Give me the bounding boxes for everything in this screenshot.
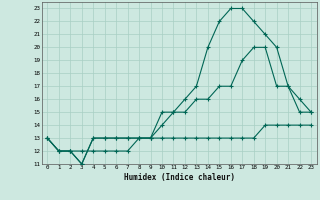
X-axis label: Humidex (Indice chaleur): Humidex (Indice chaleur): [124, 173, 235, 182]
